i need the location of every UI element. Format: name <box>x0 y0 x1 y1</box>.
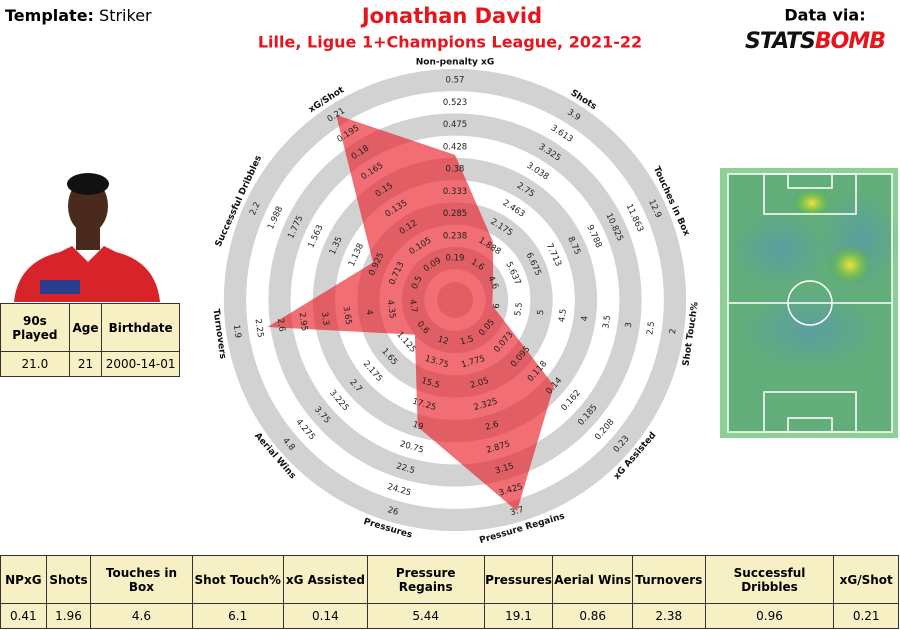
data-row: 21.0 21 2000-14-01 <box>0 351 180 377</box>
heatmap <box>720 168 900 438</box>
tick-label: 4 <box>364 309 375 316</box>
tick-label: 3.7 <box>509 505 525 518</box>
header-cell: Successful Dribbles <box>704 554 835 605</box>
logo: STATSBOMB <box>745 29 885 54</box>
tick-label: 6 <box>492 303 503 310</box>
tick-label: 3.5 <box>601 314 613 329</box>
tick-label: 0.57 <box>446 76 465 86</box>
tick-label: 3.65 <box>341 305 354 325</box>
data-cell: 0.96 <box>704 603 835 629</box>
template: Template: Striker <box>5 6 152 25</box>
tick-label: 0.38 <box>446 165 465 175</box>
logo-right: BOMB <box>815 29 885 54</box>
tick-label: 0.475 <box>443 120 467 130</box>
header-row: 90s Played Age Birthdate <box>0 302 180 353</box>
header-cell: Pressure Regains <box>366 554 485 605</box>
tick-label: 3.3 <box>319 311 331 326</box>
chart-title: Jonathan David <box>360 4 542 28</box>
tick-label: 0.238 <box>443 231 467 241</box>
data-cell: 5.44 <box>366 603 485 629</box>
data-cell: 4.6 <box>90 603 193 629</box>
tick-label: 2.6 <box>275 318 287 333</box>
stats-table: NPxG Shots Touches in Box Shot Touch% xG Ass… <box>0 554 899 629</box>
header-cell: Turnovers <box>631 554 706 605</box>
template-value: Striker <box>99 6 152 25</box>
header-cell: xG Assisted <box>282 554 368 605</box>
logo-left: STATS <box>745 29 815 54</box>
tick-label: 2 <box>668 328 679 335</box>
data-cell: 0.41 <box>0 603 47 629</box>
tick-label: 4 <box>580 315 591 322</box>
tick-label: 2.5 <box>645 321 657 336</box>
tick-label: 0.19 <box>446 254 465 264</box>
chart-subtitle: Lille, Ligue 1+Champions League, 2021-22 <box>258 33 642 52</box>
header-row: NPxG Shots Touches in Box Shot Touch% xG Ass… <box>0 554 899 605</box>
header-cell: Birthdate <box>101 302 180 353</box>
tick-label: 2.25 <box>252 318 265 338</box>
data-cell: 21.0 <box>0 351 70 377</box>
tick-label: 4.5 <box>557 308 569 323</box>
header-cell: Pressures <box>483 554 554 605</box>
header-cell: Age <box>68 302 103 353</box>
header-cell: Touches in Box <box>90 554 193 605</box>
tick-label: 19 <box>411 420 424 433</box>
tick-label: 1.5 <box>459 334 475 347</box>
tick-label: 4.35 <box>385 299 398 319</box>
data-cell: 0.21 <box>833 603 899 629</box>
header-cell: 90s Played <box>0 302 70 353</box>
data-cell: 21 <box>68 351 103 377</box>
data-cell: 1.96 <box>45 603 92 629</box>
info-table: 90s Played Age Birthdate 21.0 21 2000-14-01 <box>0 302 180 377</box>
data-cell: 19.1 <box>483 603 554 629</box>
data-cell: 2.38 <box>631 603 706 629</box>
tick-label: 4.7 <box>407 299 419 314</box>
tick-label: 0.523 <box>443 98 467 108</box>
tick-label: 3 <box>624 322 635 329</box>
tick-label: 26 <box>386 505 399 518</box>
data-cell: 2000-14-01 <box>101 351 180 377</box>
axis-label: Non-penalty xG <box>416 58 494 68</box>
tick-label: 2.95 <box>297 312 310 332</box>
tick-label: 2.6 <box>484 419 500 432</box>
tick-label: 5.5 <box>513 302 525 317</box>
data-cell: 6.1 <box>191 603 284 629</box>
data-row: 0.41 1.96 4.6 6.1 0.14 5.44 19.1 0.86 2.38 0.96 0.… <box>0 603 899 629</box>
tick-label: 5 <box>536 309 547 316</box>
header-cell: Shots <box>45 554 92 605</box>
header-cell: Shot Touch% <box>191 554 284 605</box>
player-photo <box>14 173 160 302</box>
tick-label: 0.333 <box>443 187 467 197</box>
tick-label: 1.9 <box>231 324 243 339</box>
tick-label: 0.428 <box>443 142 467 152</box>
data-cell: 0.14 <box>282 603 368 629</box>
data-cell: 0.86 <box>552 603 633 629</box>
header-cell: Aerial Wins <box>552 554 633 605</box>
template-label: Template: <box>5 6 94 25</box>
header-cell: NPxG <box>0 554 47 605</box>
tick-label: 0.285 <box>443 209 467 219</box>
radar-area <box>267 114 554 512</box>
header-cell: xG/Shot <box>833 554 899 605</box>
tick-label: 12 <box>436 334 449 347</box>
source-label: Data via: <box>784 6 865 25</box>
